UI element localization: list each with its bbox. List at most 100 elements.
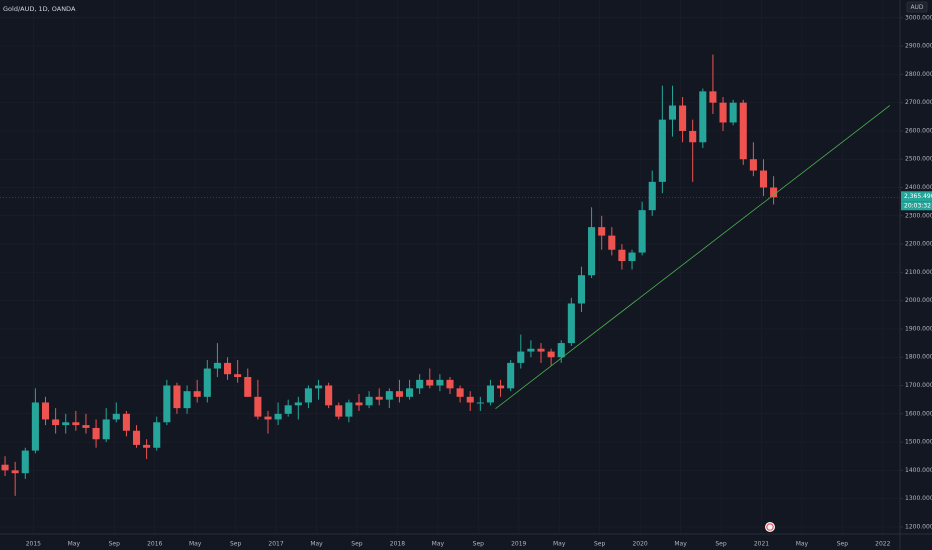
candle-body <box>234 374 242 378</box>
y-tick-label: 1700.000 <box>905 382 932 389</box>
candle-body <box>638 210 646 253</box>
x-tick-label: Sep <box>715 541 727 548</box>
candle-body <box>527 348 535 352</box>
candle-body <box>679 105 687 131</box>
candle-body <box>628 252 636 262</box>
candle-body <box>729 102 737 123</box>
y-tick-label: 1300.000 <box>905 495 932 502</box>
candle-body <box>223 362 232 375</box>
x-tick-label: May <box>310 541 323 548</box>
candle-body <box>547 351 555 358</box>
x-tick-label: Sep <box>594 541 606 548</box>
candle-body <box>72 422 80 426</box>
y-tick-label: 1800.000 <box>905 354 932 361</box>
candle-body <box>213 362 221 369</box>
y-tick-label: 1200.000 <box>905 523 932 530</box>
candle-body <box>588 227 596 276</box>
countdown-box <box>901 201 932 211</box>
last-price-label: 2,365.490 <box>904 193 932 200</box>
candle-body <box>446 379 454 389</box>
x-tick-label: 2020 <box>632 541 647 548</box>
candle-body <box>183 391 191 409</box>
candle-body <box>294 402 302 406</box>
x-tick-label: Sep <box>837 541 849 548</box>
candle-body <box>385 391 393 400</box>
candle-body <box>365 396 373 406</box>
candle-body <box>557 343 565 358</box>
x-tick-label: May <box>796 541 809 548</box>
candle-body <box>122 413 130 431</box>
y-tick-label: 2600.000 <box>905 127 932 134</box>
candle-body <box>62 422 70 426</box>
candle-body <box>406 388 414 397</box>
candle-body <box>345 402 353 417</box>
candle-body <box>153 422 161 448</box>
trendline <box>495 105 891 410</box>
logo-ring <box>766 523 774 531</box>
candle-body <box>648 181 656 211</box>
candle-body <box>254 396 262 417</box>
x-tick-label: Sep <box>351 541 363 548</box>
candle-body <box>608 235 616 250</box>
last-price-box <box>901 191 932 202</box>
candle-body <box>375 396 383 400</box>
candle-body <box>92 427 100 440</box>
y-tick-label: 2500.000 <box>905 156 932 163</box>
y-tick-label: 2000.000 <box>905 297 932 304</box>
candle-body <box>416 379 424 389</box>
currency-tag[interactable] <box>906 1 928 13</box>
candle-body <box>618 249 626 262</box>
candle-body <box>507 362 515 389</box>
x-tick-label: May <box>674 541 687 548</box>
candle-body <box>739 102 747 160</box>
candle-body <box>466 396 474 403</box>
candle-body <box>102 419 110 440</box>
candle-body <box>31 402 39 451</box>
candle-body <box>689 130 697 143</box>
candle-body <box>436 379 444 386</box>
candle-body <box>486 385 494 403</box>
candle-body <box>325 385 333 406</box>
x-tick-label: 2021 <box>754 541 769 548</box>
candle-body <box>426 379 434 386</box>
y-tick-label: 1900.000 <box>905 325 932 332</box>
candle-body <box>1 464 9 471</box>
candle-body <box>82 425 90 428</box>
y-tick-label: 2900.000 <box>905 43 932 50</box>
candle-body <box>668 105 677 120</box>
x-tick-label: May <box>432 541 445 548</box>
candle-body <box>264 416 272 420</box>
candle-body <box>112 413 120 420</box>
candle-body <box>244 377 252 397</box>
candle-body <box>335 405 343 417</box>
x-tick-label: 2017 <box>268 541 283 548</box>
y-tick-label: 2400.000 <box>905 184 932 191</box>
countdown-label: 20:03:32 <box>904 202 931 209</box>
candles <box>1 54 778 496</box>
candle-body <box>274 413 282 420</box>
candle-body <box>719 102 727 123</box>
x-tick-label: Sep <box>109 541 121 548</box>
x-tick-label: 2018 <box>390 541 405 548</box>
x-tick-label: May <box>189 541 202 548</box>
y-tick-label: 1500.000 <box>905 439 932 446</box>
x-tick-label: 2022 <box>875 541 890 548</box>
y-tick-label: 2700.000 <box>905 99 932 106</box>
candle-body <box>658 119 666 182</box>
candle-body <box>21 450 29 474</box>
candle-body <box>143 444 151 448</box>
candle-body <box>749 159 757 171</box>
candle-body <box>476 402 484 404</box>
x-tick-label: 2019 <box>511 541 526 548</box>
candle-body <box>193 391 201 397</box>
y-tick-label: 2300.000 <box>905 212 932 219</box>
candle-body <box>497 385 505 389</box>
candle-body <box>315 385 323 389</box>
x-tick-label: Sep <box>230 541 242 548</box>
candle-body <box>132 430 141 445</box>
candle-body <box>284 405 292 414</box>
candle-body <box>517 351 525 363</box>
candle-body <box>456 388 464 397</box>
